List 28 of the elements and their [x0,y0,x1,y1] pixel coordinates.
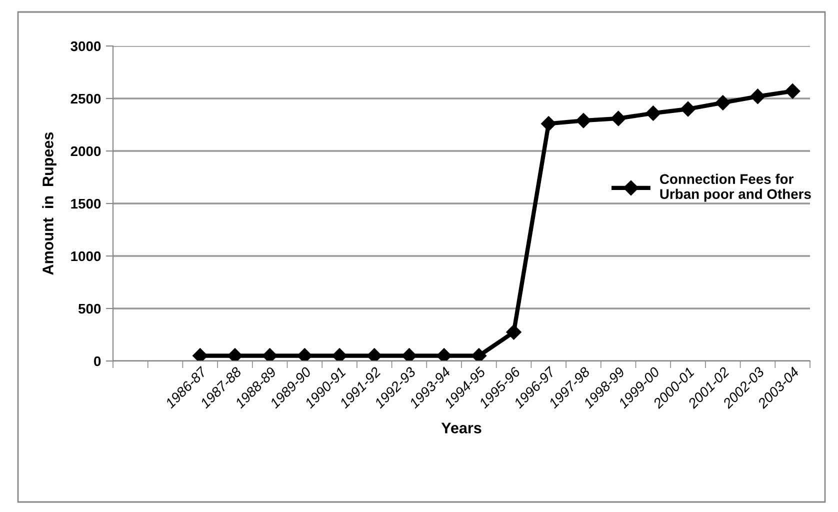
y-tick-label: 500 [78,304,101,314]
point [332,348,348,361]
y-tick-label: 2000 [70,146,101,156]
legend-label: Connection Fees for Urban poor and Others [660,174,811,202]
point [576,112,592,128]
point [785,84,800,99]
point [750,88,766,104]
x-axis-title: Years [441,422,482,434]
point [715,95,730,110]
y-tick-label: 2500 [70,94,101,104]
point [366,348,382,361]
point [402,348,417,361]
point [262,348,278,361]
point [506,324,522,340]
point [436,348,452,361]
y-axis-title: Amount in Rupees [42,132,56,275]
point [297,348,312,361]
y-tick-label: 1500 [71,198,101,209]
y-tick-label: 1000 [71,251,101,262]
y-tick-label: 0 [94,356,101,366]
point [646,106,661,121]
point [610,110,626,126]
point [541,116,556,132]
point [192,348,208,361]
point [680,101,696,117]
y-tick-label: 3000 [70,41,101,52]
point [227,348,243,361]
point [471,348,486,361]
